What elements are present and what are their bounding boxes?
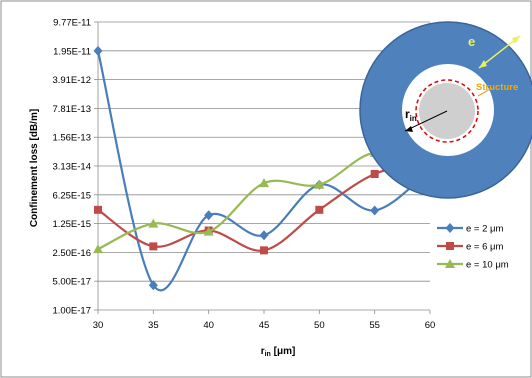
legend-label: e = 10 μm <box>466 260 509 271</box>
data-point <box>315 205 324 214</box>
legend-item: e = 2 μm <box>437 223 504 235</box>
legend: e = 2 μm e = 6 μm e = 10 μm <box>437 223 509 271</box>
y-tick-label: 1.56E-13 <box>52 133 91 144</box>
y-tick-label: 1.25E-15 <box>52 219 91 230</box>
data-point <box>370 205 380 216</box>
data-point <box>148 280 158 291</box>
y-axis-title-text: Confinement loss [dB/m] <box>29 109 40 227</box>
x-tick-label: 45 <box>259 320 270 331</box>
inset-r-label: rin <box>405 107 417 123</box>
radius-arrow <box>404 110 448 132</box>
thickness-arrow-head-b <box>512 36 520 44</box>
y-axis-title: Confinement loss [dB/m] <box>29 109 40 227</box>
series-1-line <box>96 50 431 292</box>
x-tick-label: 50 <box>314 320 325 331</box>
y-tick-label: 3.13E-14 <box>52 161 91 172</box>
y-tick-label: 6.25E-15 <box>52 190 91 201</box>
legend-label: e = 2 μm <box>466 224 504 235</box>
fiber-cross-section-inset: e Structure rin <box>359 21 532 199</box>
legend-label: e = 6 μm <box>466 242 504 253</box>
data-point <box>149 242 158 251</box>
inset-e-label: e <box>468 34 475 49</box>
structure-pointer <box>477 87 493 97</box>
x-axis-title-unit: [μm] <box>271 346 295 357</box>
y-tick-label: 2.50E-16 <box>52 248 91 259</box>
structure-dashed-boundary <box>415 79 479 143</box>
x-tick-label: 55 <box>369 320 380 331</box>
radius-arrow-head <box>405 126 413 132</box>
legend-marker <box>445 223 455 233</box>
y-tick-label: 7.81E-13 <box>52 104 91 115</box>
inset-r-sub: in <box>410 114 417 123</box>
data-point <box>94 205 102 214</box>
x-tick-label: 60 <box>425 320 436 331</box>
y-tick-label: 5.00E-17 <box>52 277 91 288</box>
legend-marker <box>445 259 455 268</box>
y-tick-label: 1.00E-17 <box>52 306 91 317</box>
x-tick-labels: 30 35 40 45 50 55 60 <box>93 320 436 331</box>
thickness-arrow-head-a <box>479 60 487 68</box>
x-tick-label: 40 <box>203 320 214 331</box>
data-point <box>259 230 269 241</box>
data-point <box>93 244 103 254</box>
x-tick-label: 30 <box>93 320 104 331</box>
data-point <box>204 210 214 221</box>
inset-r-text: r <box>405 107 410 121</box>
data-point <box>93 45 103 56</box>
y-tick-label: 9.77E-11 <box>53 18 91 29</box>
y-tick-label: 3.91E-12 <box>52 75 91 86</box>
x-axis-title: rin [μm] <box>261 346 296 358</box>
legend-item: e = 6 μm <box>437 242 504 253</box>
data-point <box>259 178 269 188</box>
data-point <box>314 179 325 189</box>
data-point <box>370 169 379 178</box>
data-point <box>260 246 268 255</box>
y-tick-label: 1.95E-11 <box>53 46 91 57</box>
x-tick-label: 35 <box>148 320 159 331</box>
data-point <box>148 218 159 228</box>
data-point <box>203 226 214 236</box>
thickness-arrow <box>478 35 521 69</box>
legend-marker <box>446 242 454 250</box>
x-axis-title-r: r <box>261 346 265 357</box>
inset-structure-label: Structure <box>476 82 518 93</box>
x-axis-title-sub: in <box>265 351 271 358</box>
y-tick-labels: 9.77E-11 1.95E-11 3.91E-12 7.81E-13 1.56E-13… <box>52 18 91 317</box>
legend-item: e = 10 μm <box>437 259 509 271</box>
